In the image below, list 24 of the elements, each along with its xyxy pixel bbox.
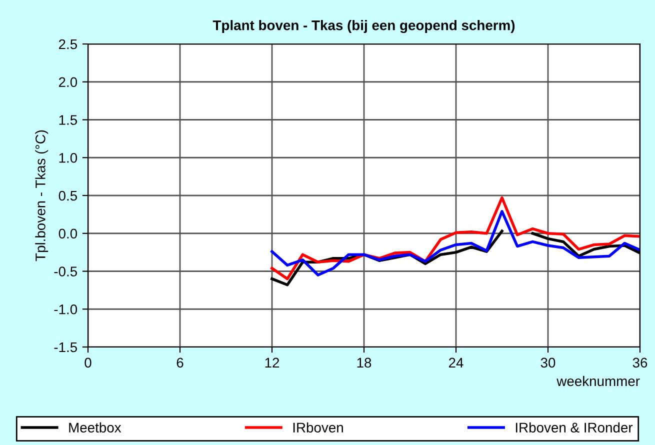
y-tick-label: 0.0 — [58, 228, 78, 239]
y-tick-label: 0.5 — [58, 190, 78, 201]
chart-title: Tplant boven - Tkas (bij een geopend scherm) — [212, 20, 515, 34]
y-tick-label: -0.5 — [54, 266, 78, 276]
line-series — [270, 196, 640, 280]
y-tick-label: -1.0 — [54, 304, 78, 314]
x-tick-label: 18 — [357, 358, 372, 368]
legend-label: Meetbox — [69, 422, 122, 433]
line-series — [270, 210, 640, 276]
y-tick-label: 2.5 — [58, 39, 78, 50]
legend-label: IRboven & IRonder — [516, 422, 633, 433]
x-tick-label: 30 — [540, 358, 556, 368]
y-tick-label: 2.0 — [58, 77, 78, 88]
y-tick-label: 1.0 — [59, 152, 78, 163]
x-tick-label: 24 — [448, 358, 464, 368]
x-tick-label: 6 — [176, 358, 184, 368]
x-tick-label: 0 — [84, 358, 92, 368]
y-tick-label: -1.5 — [54, 342, 78, 352]
x-tick-label: 36 — [632, 358, 648, 368]
legend-label: IRboven — [293, 422, 343, 433]
x-tick-label: 12 — [265, 358, 280, 368]
x-axis-title: weeknummer — [556, 376, 640, 386]
y-tick-label: 1.5 — [59, 115, 78, 125]
y-axis-title: Tpl.boven - Tkas (°C) — [35, 130, 48, 262]
